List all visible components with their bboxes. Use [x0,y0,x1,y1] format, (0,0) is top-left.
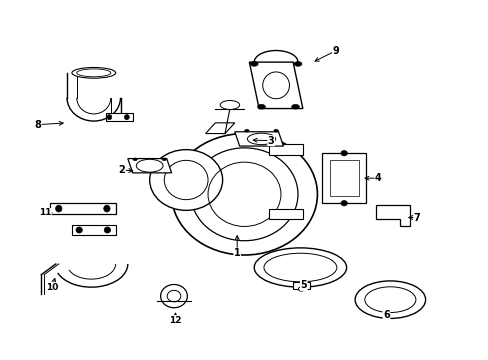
Ellipse shape [149,150,222,210]
Text: 2: 2 [119,165,125,175]
Ellipse shape [171,134,317,255]
Text: 1: 1 [233,248,240,258]
Text: 12: 12 [169,315,182,324]
Ellipse shape [257,104,265,109]
Ellipse shape [56,205,62,212]
Ellipse shape [76,227,82,233]
Ellipse shape [298,287,304,291]
Ellipse shape [250,62,258,66]
Ellipse shape [291,104,299,109]
Ellipse shape [244,130,248,132]
Ellipse shape [340,150,346,156]
Bar [106,113,132,121]
Text: 6: 6 [382,310,389,320]
Text: 10: 10 [46,283,59,292]
Polygon shape [72,225,116,235]
Ellipse shape [133,158,137,161]
Ellipse shape [104,227,110,233]
Text: 11: 11 [39,208,51,217]
Ellipse shape [220,100,239,109]
Polygon shape [249,62,302,109]
Text: 7: 7 [413,212,420,222]
Polygon shape [127,158,171,173]
Text: 9: 9 [332,46,339,56]
Text: 4: 4 [374,173,381,183]
Ellipse shape [162,158,166,161]
Ellipse shape [273,130,278,132]
Polygon shape [50,203,116,214]
Ellipse shape [107,114,112,120]
Polygon shape [268,144,302,155]
Text: 8: 8 [34,120,41,130]
Ellipse shape [340,201,346,206]
Bar [292,282,309,289]
Ellipse shape [293,62,301,66]
Polygon shape [205,123,234,134]
Ellipse shape [160,284,187,308]
Text: 5: 5 [300,280,306,291]
Ellipse shape [124,114,129,120]
Text: 3: 3 [267,136,274,146]
Ellipse shape [103,205,110,212]
Polygon shape [234,132,283,146]
Polygon shape [375,205,409,226]
Ellipse shape [191,148,297,241]
Polygon shape [322,153,366,203]
Polygon shape [268,208,302,219]
Ellipse shape [72,67,116,78]
